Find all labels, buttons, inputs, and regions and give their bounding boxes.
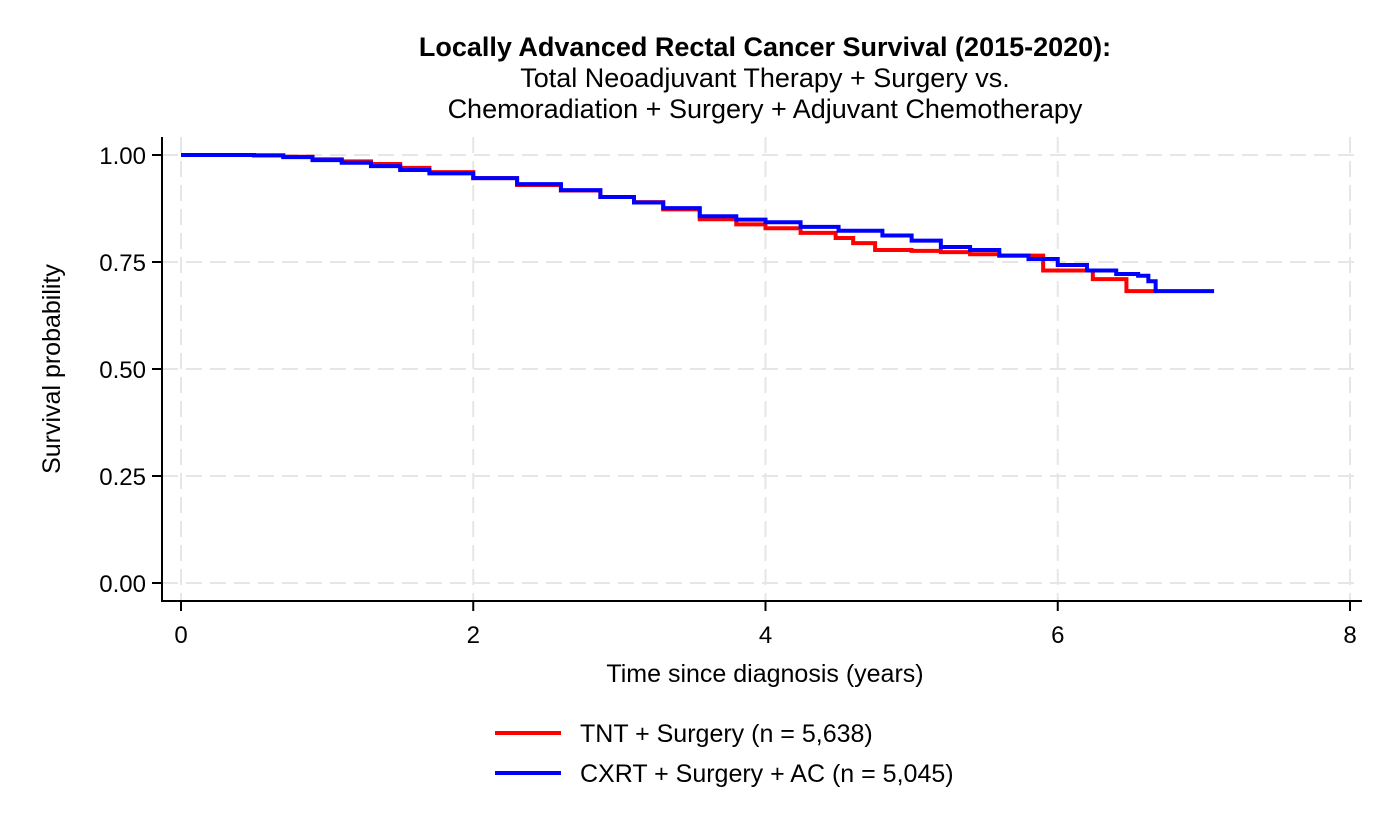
x-tick-label: 0 <box>174 622 187 649</box>
legend: TNT + Surgery (n = 5,638) CXRT + Surgery … <box>495 720 954 788</box>
y-tick-label: 1.00 <box>99 143 146 170</box>
legend-label-tnt: TNT + Surgery (n = 5,638) <box>580 720 873 748</box>
chart-subtitle-line-1: Total Neoadjuvant Therapy + Surgery vs. <box>520 63 1010 93</box>
x-tick-label: 6 <box>1051 622 1064 649</box>
survival-curve-tnt <box>181 153 1158 294</box>
y-tick-label: 0.75 <box>99 250 146 277</box>
chart-subtitle-line-2: Chemoradiation + Surgery + Adjuvant Chem… <box>447 94 1083 124</box>
x-axis-title: Time since diagnosis (years) <box>606 660 923 688</box>
chart-title: Locally Advanced Rectal Cancer Survival … <box>418 32 1112 62</box>
grid <box>162 137 1362 601</box>
series-layer <box>181 153 1215 294</box>
ticks: 0 2 4 6 8 0.00 0.25 0.50 0.75 1.00 <box>99 143 1356 649</box>
y-axis-title: Survival probability <box>38 264 66 474</box>
survival-curve-cxrt <box>181 153 1215 294</box>
y-tick-label: 0.50 <box>99 357 146 384</box>
y-tick-label: 0.25 <box>99 464 146 491</box>
x-tick-label: 4 <box>759 622 772 649</box>
x-tick-label: 8 <box>1343 622 1356 649</box>
legend-label-cxrt: CXRT + Surgery + AC (n = 5,045) <box>580 760 954 788</box>
x-tick-label: 2 <box>467 622 480 649</box>
y-tick-label: 0.00 <box>99 571 146 598</box>
chart-title-block: Locally Advanced Rectal Cancer Survival … <box>0 32 1400 125</box>
